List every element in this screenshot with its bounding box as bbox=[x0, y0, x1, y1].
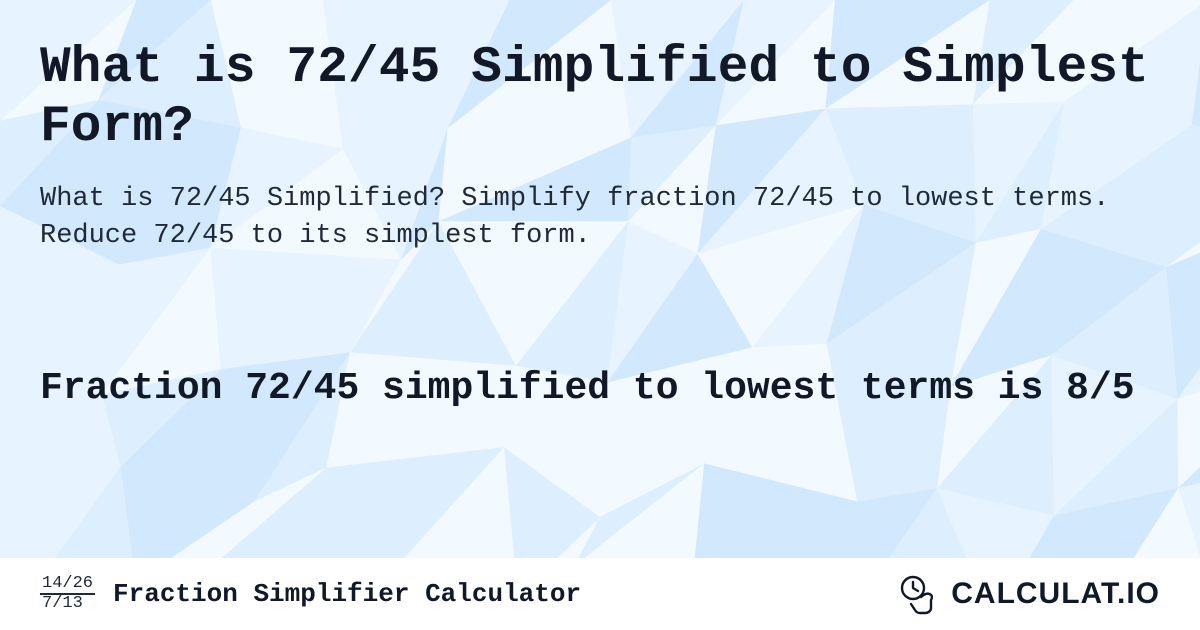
page-content: What is 72/45 Simplified to Simplest For… bbox=[0, 0, 1200, 630]
page-answer: Fraction 72/45 simplified to lowest term… bbox=[40, 364, 1160, 413]
page-title: What is 72/45 Simplified to Simplest For… bbox=[40, 40, 1160, 157]
page-description: What is 72/45 Simplified? Simplify fract… bbox=[40, 181, 1140, 254]
